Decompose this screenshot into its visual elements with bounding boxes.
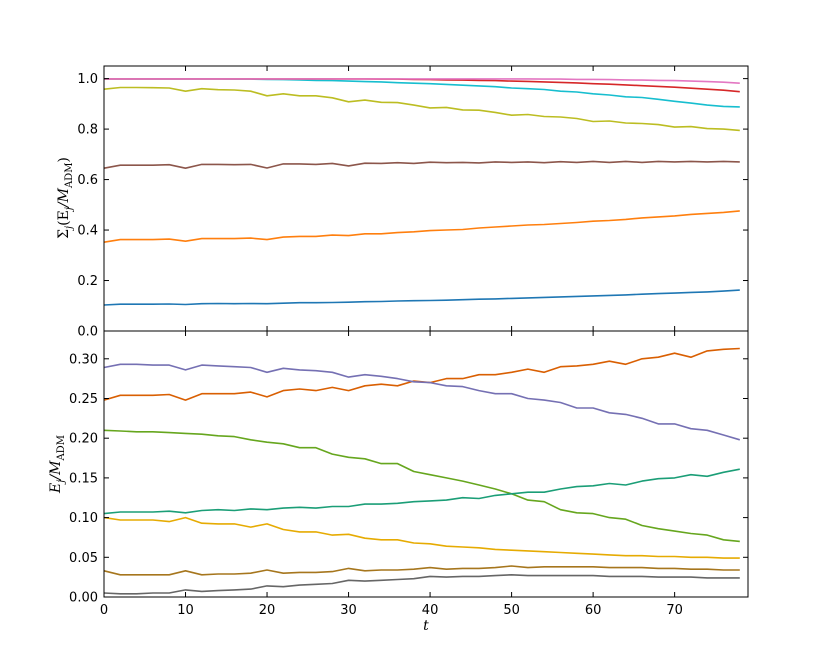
top-y-axis-label: Σj(Ej/MADM) <box>56 157 75 239</box>
bottom-series-line-7 <box>103 573 740 595</box>
top-series-layer <box>103 78 740 306</box>
top-series-line-3 <box>103 160 740 169</box>
top-series-line-4 <box>103 86 740 132</box>
bottom-plot-frame <box>103 330 749 598</box>
bottom-series-line-6 <box>103 565 740 576</box>
bottom-series-line-5 <box>103 516 740 559</box>
top-series-line-2 <box>103 210 740 243</box>
bottom-y-tick-label: 0.10 <box>69 511 98 526</box>
bottom-y-ticks: 0.00 0.05 0.10 0.15 0.20 0.25 0.30 <box>69 352 748 606</box>
bottom-series-line-2 <box>103 363 741 441</box>
x-tick-label: 10 <box>177 603 194 618</box>
x-tick-label: 30 <box>340 603 357 618</box>
bottom-y-tick-label: 0.05 <box>69 551 98 566</box>
top-series-line-7 <box>104 78 740 84</box>
top-y-ticks: 0.0 0.2 0.4 0.6 0.8 1.0 <box>77 72 748 340</box>
bottom-y-tick-label: 0.00 <box>69 591 98 606</box>
bottom-series-line-1 <box>103 347 740 401</box>
top-y-tick-label: 0.8 <box>77 123 98 138</box>
x-tick-label: 0 <box>100 603 108 618</box>
x-tick-label: 60 <box>585 603 602 618</box>
top-y-tick-label: 0.6 <box>77 173 98 188</box>
top-series-line-5 <box>104 78 740 108</box>
bottom-panel: 0.00 0.05 0.10 0.15 0.20 0.25 0.30 0 10 20 30 40 50… <box>48 330 749 634</box>
bottom-series-line-4 <box>103 468 740 515</box>
top-plot-frame <box>103 65 749 332</box>
top-y-tick-label: 0.0 <box>77 325 98 340</box>
bottom-y-tick-label: 0.30 <box>69 352 98 367</box>
bottom-series-line-3 <box>103 429 740 543</box>
x-tick-label: 50 <box>503 603 520 618</box>
top-y-tick-label: 0.2 <box>77 274 98 289</box>
x-ticks: 0 10 20 30 40 50 60 70 <box>100 603 683 618</box>
top-series-line-1 <box>103 289 740 306</box>
top-y-tick-label: 1.0 <box>77 72 98 87</box>
x-tick-label: 20 <box>259 603 276 618</box>
bottom-series-layer <box>103 347 741 595</box>
top-panel: 0.0 0.2 0.4 0.6 0.8 1.0 Σj(Ej/MADM) <box>56 65 749 340</box>
bottom-y-tick-label: 0.15 <box>69 471 98 486</box>
x-axis-label: t <box>423 618 429 634</box>
x-tick-label: 70 <box>666 603 683 618</box>
bottom-y-axis-label: Ej/MADM <box>48 435 67 494</box>
x-tick-label: 40 <box>422 603 439 618</box>
top-y-tick-label: 0.4 <box>77 224 98 239</box>
bottom-y-tick-label: 0.25 <box>69 392 98 407</box>
bottom-y-tick-label: 0.20 <box>69 432 98 447</box>
